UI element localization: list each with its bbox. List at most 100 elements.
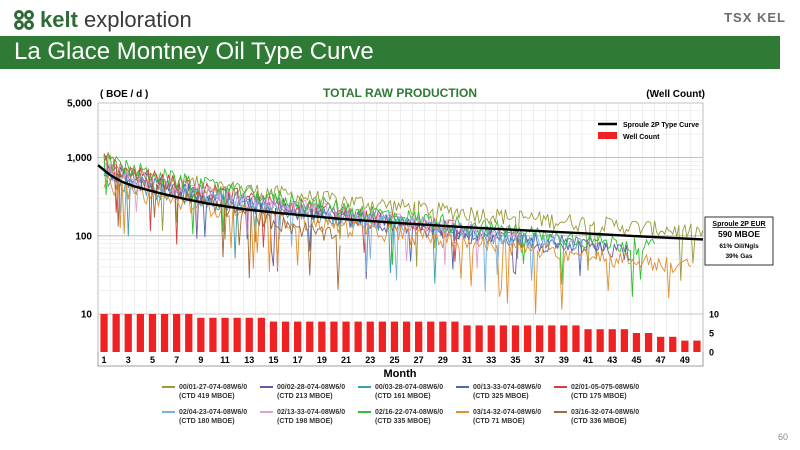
well-count-bar xyxy=(644,333,653,352)
well-count-bar xyxy=(209,317,217,352)
tsx-logo: TSX KEL xyxy=(724,10,786,25)
eur-value: 590 MBOE xyxy=(718,229,760,239)
well-legend-label: 00/02-28-074-08W6/0 (CTD 213 MBOE) xyxy=(277,383,345,401)
well-count-bar xyxy=(427,321,435,352)
well-count-bar xyxy=(378,321,386,352)
well-count-bar xyxy=(281,321,290,352)
y2-tick-label: 0 xyxy=(709,348,714,358)
well-name: 00/02-28-074-08W6/0 xyxy=(277,384,346,391)
x-tick-label: 35 xyxy=(510,355,520,365)
y2-tick-label: 5 xyxy=(709,329,714,339)
well-ctd: (CTD 161 MBOE) xyxy=(375,393,431,400)
well-legend-swatch xyxy=(456,411,469,413)
logo-text-bold: kelt xyxy=(40,7,78,32)
well-count-bar xyxy=(548,325,556,352)
well-legend-swatch xyxy=(554,386,567,388)
x-tick-label: 23 xyxy=(365,355,375,365)
well-count-bar xyxy=(342,321,350,352)
x-axis-ticks: 1 3 5 7 9 11 13 15 17 19 21 23 25 27 29 31 33 35 37 39 41 43 4… xyxy=(102,355,690,365)
x-tick-label: 41 xyxy=(583,355,593,365)
well-legend-swatch xyxy=(162,386,175,388)
well-count-bar xyxy=(415,321,423,352)
well-name: 02/04-23-074-08W6/0 xyxy=(179,409,248,416)
x-axis-label: Month xyxy=(384,368,417,380)
well-count-bar xyxy=(620,329,628,352)
kelt-logo: kelt exploration xyxy=(12,6,192,34)
eur-oil-share: 61% Oil/Ngls xyxy=(719,243,759,250)
well-count-bar xyxy=(451,321,459,352)
eur-box xyxy=(704,216,774,266)
well-legend-label: 00/01-27-074-08W6/0 (CTD 419 MBOE) xyxy=(179,383,247,401)
x-tick-label: 5 xyxy=(150,355,155,365)
well-legend-label: 03/16-32-074-08W6/0 (CTD 336 MBOE) xyxy=(571,408,639,426)
kelt-logo-icon xyxy=(14,10,34,30)
well-count-bar xyxy=(572,325,580,352)
well-series-line xyxy=(103,153,656,297)
well-count-bar xyxy=(233,317,241,352)
well-count-bar xyxy=(511,325,520,352)
well-count-bar xyxy=(523,325,532,352)
well-name: 03/16-32-074-08W6/0 xyxy=(571,409,640,416)
x-tick-label: 25 xyxy=(389,355,399,365)
well-count-bar xyxy=(112,314,120,352)
well-legend-swatch xyxy=(358,386,371,388)
x-tick-label: 27 xyxy=(414,355,424,365)
well-count-bars xyxy=(100,314,701,352)
chart-title: TOTAL RAW PRODUCTION xyxy=(323,86,477,100)
well-ctd: (CTD 336 MBOE) xyxy=(571,418,627,425)
well-series-line xyxy=(103,167,583,292)
well-count-bar xyxy=(318,321,326,352)
well-name: 02/01-05-075-08W6/0 xyxy=(571,384,640,391)
legend-type-curve-label: Sproule 2P Type Curve xyxy=(623,122,699,129)
well-count-bar xyxy=(657,336,665,352)
x-tick-label: 1 xyxy=(102,355,107,365)
well-name: 02/16-22-074-08W6/0 xyxy=(375,409,444,416)
well-legend-swatch xyxy=(260,411,273,413)
well-count-bar xyxy=(681,340,689,352)
y-axis-label: ( BOE / d ) xyxy=(100,89,148,100)
x-tick-label: 3 xyxy=(126,355,131,365)
y-tick-label: 10 xyxy=(81,310,93,321)
y2-tick-label: 10 xyxy=(709,310,719,320)
x-tick-label: 47 xyxy=(656,355,666,365)
well-ctd: (CTD 198 MBOE) xyxy=(277,418,333,425)
well-count-bar xyxy=(632,333,641,352)
well-series-line xyxy=(103,151,341,290)
well-count-bar xyxy=(560,325,568,352)
chart-grid xyxy=(97,102,704,352)
well-count-bar xyxy=(148,314,157,352)
y-axis-ticks: 10 100 1,000 5,000 xyxy=(67,99,92,321)
type-curve-line xyxy=(97,164,704,241)
well-legend-swatch xyxy=(162,411,175,413)
well-legend-swatch xyxy=(358,411,371,413)
well-count-bar xyxy=(221,317,229,352)
logo-text-regular: exploration xyxy=(84,7,192,32)
well-name: 02/13-33-074-08W6/0 xyxy=(277,409,346,416)
well-series-line xyxy=(103,162,704,281)
well-legend-label: 02/01-05-075-08W6/0 (CTD 175 MBOE) xyxy=(571,383,639,401)
well-ctd: (CTD 175 MBOE) xyxy=(571,393,627,400)
well-count-bar xyxy=(536,325,544,352)
x-tick-label: 21 xyxy=(341,355,351,365)
well-count-bar xyxy=(257,317,265,352)
well-count-bar xyxy=(439,321,447,352)
y-tick-label: 100 xyxy=(75,231,92,242)
page-title: La Glace Montney Oil Type Curve xyxy=(14,38,374,65)
well-ctd: (CTD 180 MBOE) xyxy=(179,418,235,425)
well-ctd: (CTD 213 MBOE) xyxy=(277,393,333,400)
well-series xyxy=(103,151,704,315)
x-tick-label: 43 xyxy=(607,355,617,365)
well-name: 00/13-33-074-08W6/0 xyxy=(473,384,542,391)
well-count-bar xyxy=(463,325,471,352)
well-count-bar xyxy=(366,321,374,352)
well-ctd: (CTD 419 MBOE) xyxy=(179,393,235,400)
well-count-bar xyxy=(160,314,169,352)
x-tick-label: 31 xyxy=(462,355,472,365)
well-count-bar xyxy=(487,325,495,352)
x-tick-label: 37 xyxy=(535,355,545,365)
well-count-bar xyxy=(390,321,399,352)
x-tick-label: 39 xyxy=(559,355,569,365)
x-tick-label: 7 xyxy=(174,355,179,365)
x-tick-label: 49 xyxy=(680,355,690,365)
